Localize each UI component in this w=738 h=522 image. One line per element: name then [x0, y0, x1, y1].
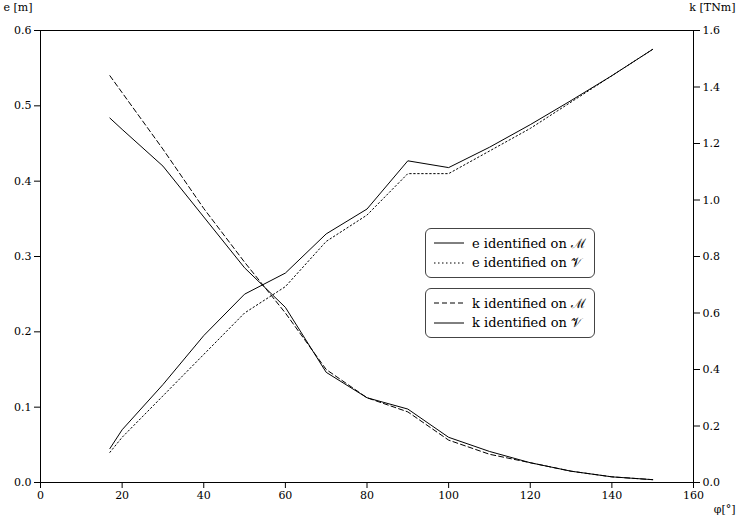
svg-text:0.4: 0.4 [703, 363, 721, 376]
html-text:k identified on ℳ: k identified on ℳ [472, 296, 587, 311]
svg-text:0.6: 0.6 [14, 24, 32, 37]
svg-text:1.2: 1.2 [703, 137, 721, 150]
svg-text:20: 20 [115, 489, 129, 502]
svg-text:e [m]: e [m] [4, 1, 33, 14]
svg-text:0.6: 0.6 [703, 307, 721, 320]
svg-text:80: 80 [360, 489, 374, 502]
svg-text:0: 0 [37, 489, 44, 502]
svg-text:k [TNm]: k [TNm] [689, 1, 735, 14]
svg-text:0.5: 0.5 [14, 99, 32, 112]
svg-text:100: 100 [438, 489, 459, 502]
svg-text:0.0: 0.0 [703, 476, 721, 489]
svg-text:60: 60 [278, 489, 292, 502]
svg-text:φ[°]: φ[°] [714, 503, 736, 516]
html-text:e identified on 𝒱: e identified on 𝒱 [472, 255, 582, 270]
html-text:k identified on 𝒱: k identified on 𝒱 [472, 315, 583, 330]
svg-text:0.3: 0.3 [14, 250, 32, 263]
svg-text:1.0: 1.0 [703, 194, 721, 207]
svg-text:0.4: 0.4 [14, 175, 32, 188]
svg-text:0.2: 0.2 [14, 325, 32, 338]
svg-text:40: 40 [197, 489, 211, 502]
svg-text:160: 160 [683, 489, 704, 502]
html-text:e identified on ℳ: e identified on ℳ [472, 236, 586, 251]
svg-text:140: 140 [601, 489, 622, 502]
svg-text:0.1: 0.1 [14, 401, 32, 414]
svg-text:1.6: 1.6 [703, 24, 721, 37]
svg-text:0.0: 0.0 [14, 476, 32, 489]
svg-text:0.8: 0.8 [703, 250, 721, 263]
svg-text:1.4: 1.4 [703, 81, 721, 94]
svg-text:0.2: 0.2 [703, 420, 721, 433]
svg-text:120: 120 [520, 489, 541, 502]
